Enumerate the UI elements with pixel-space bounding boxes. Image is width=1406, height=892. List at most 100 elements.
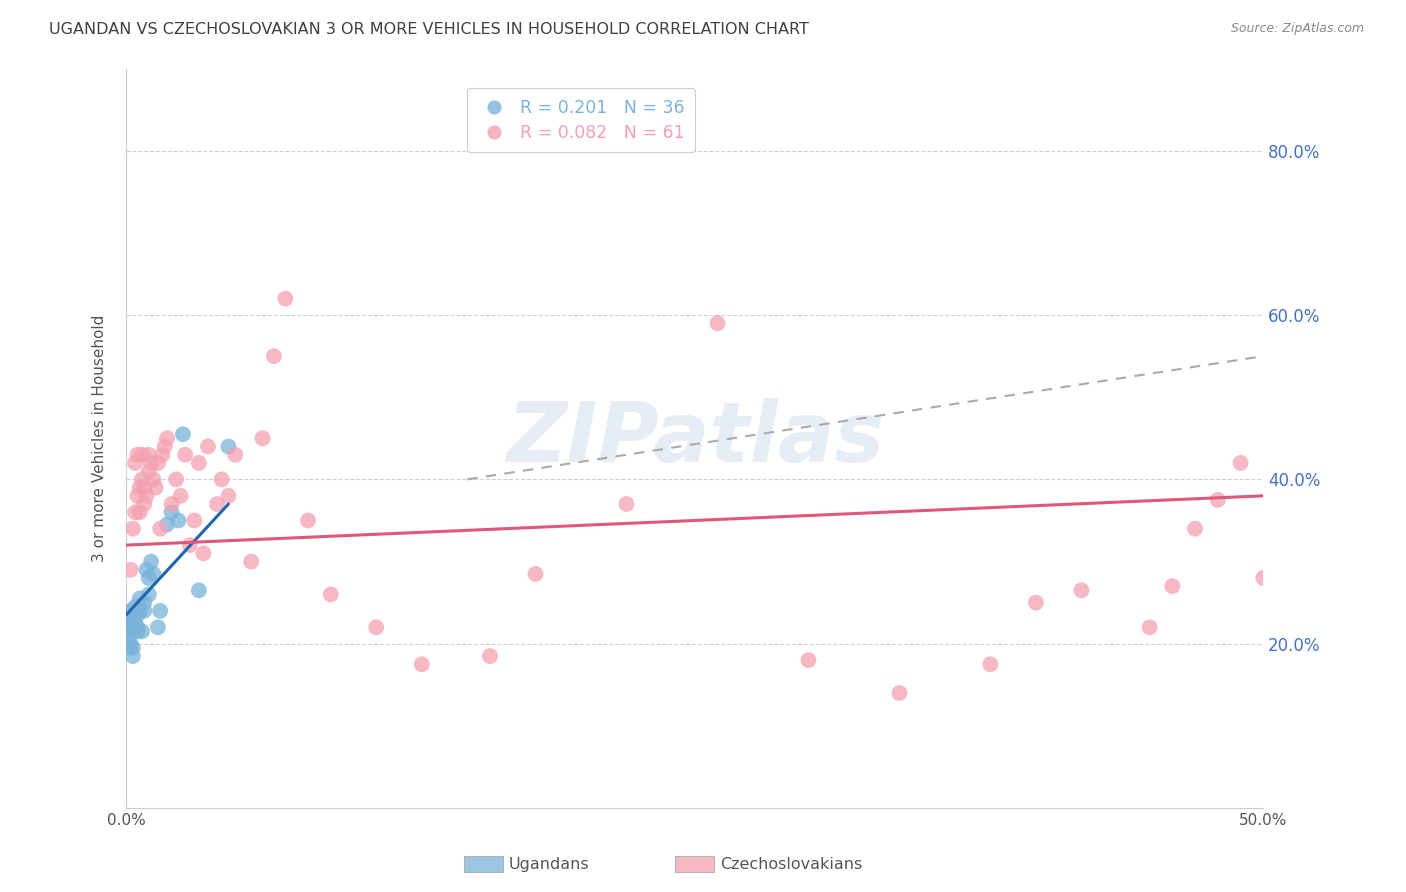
Point: [120, 604, 142, 618]
Point: [156, 517, 179, 532]
Point: [1229, 456, 1251, 470]
Point: [224, 448, 246, 462]
Point: [263, 349, 285, 363]
Point: [142, 566, 165, 581]
Point: [127, 624, 149, 639]
Point: [134, 604, 156, 618]
Point: [120, 624, 142, 639]
Point: [187, 583, 209, 598]
Point: [134, 497, 156, 511]
Point: [135, 489, 157, 503]
Point: [120, 637, 142, 651]
Point: [160, 497, 183, 511]
Point: [124, 599, 146, 614]
Point: [117, 628, 139, 642]
Point: [124, 505, 146, 519]
Point: [274, 292, 297, 306]
Point: [411, 657, 433, 672]
Point: [124, 616, 146, 631]
Point: [131, 624, 153, 639]
Point: [146, 620, 169, 634]
Point: [122, 624, 145, 639]
Point: [134, 481, 156, 495]
Text: UGANDAN VS CZECHOSLOVAKIAN 3 OR MORE VEHICLES IN HOUSEHOLD CORRELATION CHART: UGANDAN VS CZECHOSLOVAKIAN 3 OR MORE VEH…: [49, 22, 808, 37]
Point: [1206, 492, 1229, 507]
Point: [1253, 571, 1275, 585]
Point: [138, 448, 160, 462]
Point: [149, 604, 172, 618]
Point: [217, 489, 239, 503]
Point: [706, 316, 728, 330]
Y-axis label: 3 or more Vehicles in Household: 3 or more Vehicles in Household: [93, 315, 107, 562]
Point: [211, 472, 233, 486]
Point: [127, 489, 149, 503]
Point: [152, 448, 174, 462]
Text: Czechoslovakians: Czechoslovakians: [720, 857, 862, 871]
Point: [217, 440, 239, 454]
Point: [146, 456, 169, 470]
Point: [120, 563, 142, 577]
Point: [117, 607, 139, 622]
Point: [205, 497, 228, 511]
Point: [167, 513, 190, 527]
Point: [139, 456, 162, 470]
Point: [1184, 522, 1206, 536]
Point: [124, 456, 146, 470]
Point: [1025, 596, 1047, 610]
Point: [1070, 583, 1092, 598]
Point: [319, 587, 342, 601]
Point: [128, 604, 150, 618]
Point: [122, 612, 145, 626]
Point: [1139, 620, 1161, 634]
Point: [160, 505, 183, 519]
Point: [193, 546, 215, 560]
Point: [128, 591, 150, 606]
Point: [153, 440, 176, 454]
Point: [127, 620, 149, 634]
Point: [169, 489, 191, 503]
Text: ZIPatlas: ZIPatlas: [506, 398, 883, 479]
Point: [479, 648, 502, 663]
Point: [889, 686, 911, 700]
Point: [139, 555, 162, 569]
Point: [131, 472, 153, 486]
Point: [122, 640, 145, 655]
Point: [122, 648, 145, 663]
Point: [366, 620, 388, 634]
Point: [128, 481, 150, 495]
Point: [149, 522, 172, 536]
Point: [135, 563, 157, 577]
Point: [1161, 579, 1184, 593]
Point: [128, 505, 150, 519]
Point: [797, 653, 820, 667]
Point: [197, 440, 219, 454]
Point: [156, 431, 179, 445]
Point: [117, 616, 139, 631]
Point: [120, 640, 142, 655]
Text: Source: ZipAtlas.com: Source: ZipAtlas.com: [1230, 22, 1364, 36]
Point: [138, 587, 160, 601]
Point: [165, 472, 187, 486]
Point: [1275, 456, 1298, 470]
Point: [174, 448, 197, 462]
Point: [252, 431, 274, 445]
Point: [142, 472, 165, 486]
Point: [120, 620, 142, 634]
Legend: R = 0.201   N = 36, R = 0.082   N = 61: R = 0.201 N = 36, R = 0.082 N = 61: [467, 88, 696, 152]
Text: Ugandans: Ugandans: [509, 857, 589, 871]
Point: [138, 464, 160, 478]
Point: [187, 456, 209, 470]
Point: [524, 566, 547, 581]
Point: [979, 657, 1001, 672]
Point: [127, 448, 149, 462]
Point: [145, 481, 167, 495]
Point: [172, 427, 194, 442]
Point: [122, 522, 145, 536]
Point: [122, 620, 145, 634]
Point: [179, 538, 201, 552]
Point: [183, 513, 205, 527]
Point: [138, 571, 160, 585]
Point: [1264, 665, 1286, 680]
Point: [616, 497, 638, 511]
Point: [127, 607, 149, 622]
